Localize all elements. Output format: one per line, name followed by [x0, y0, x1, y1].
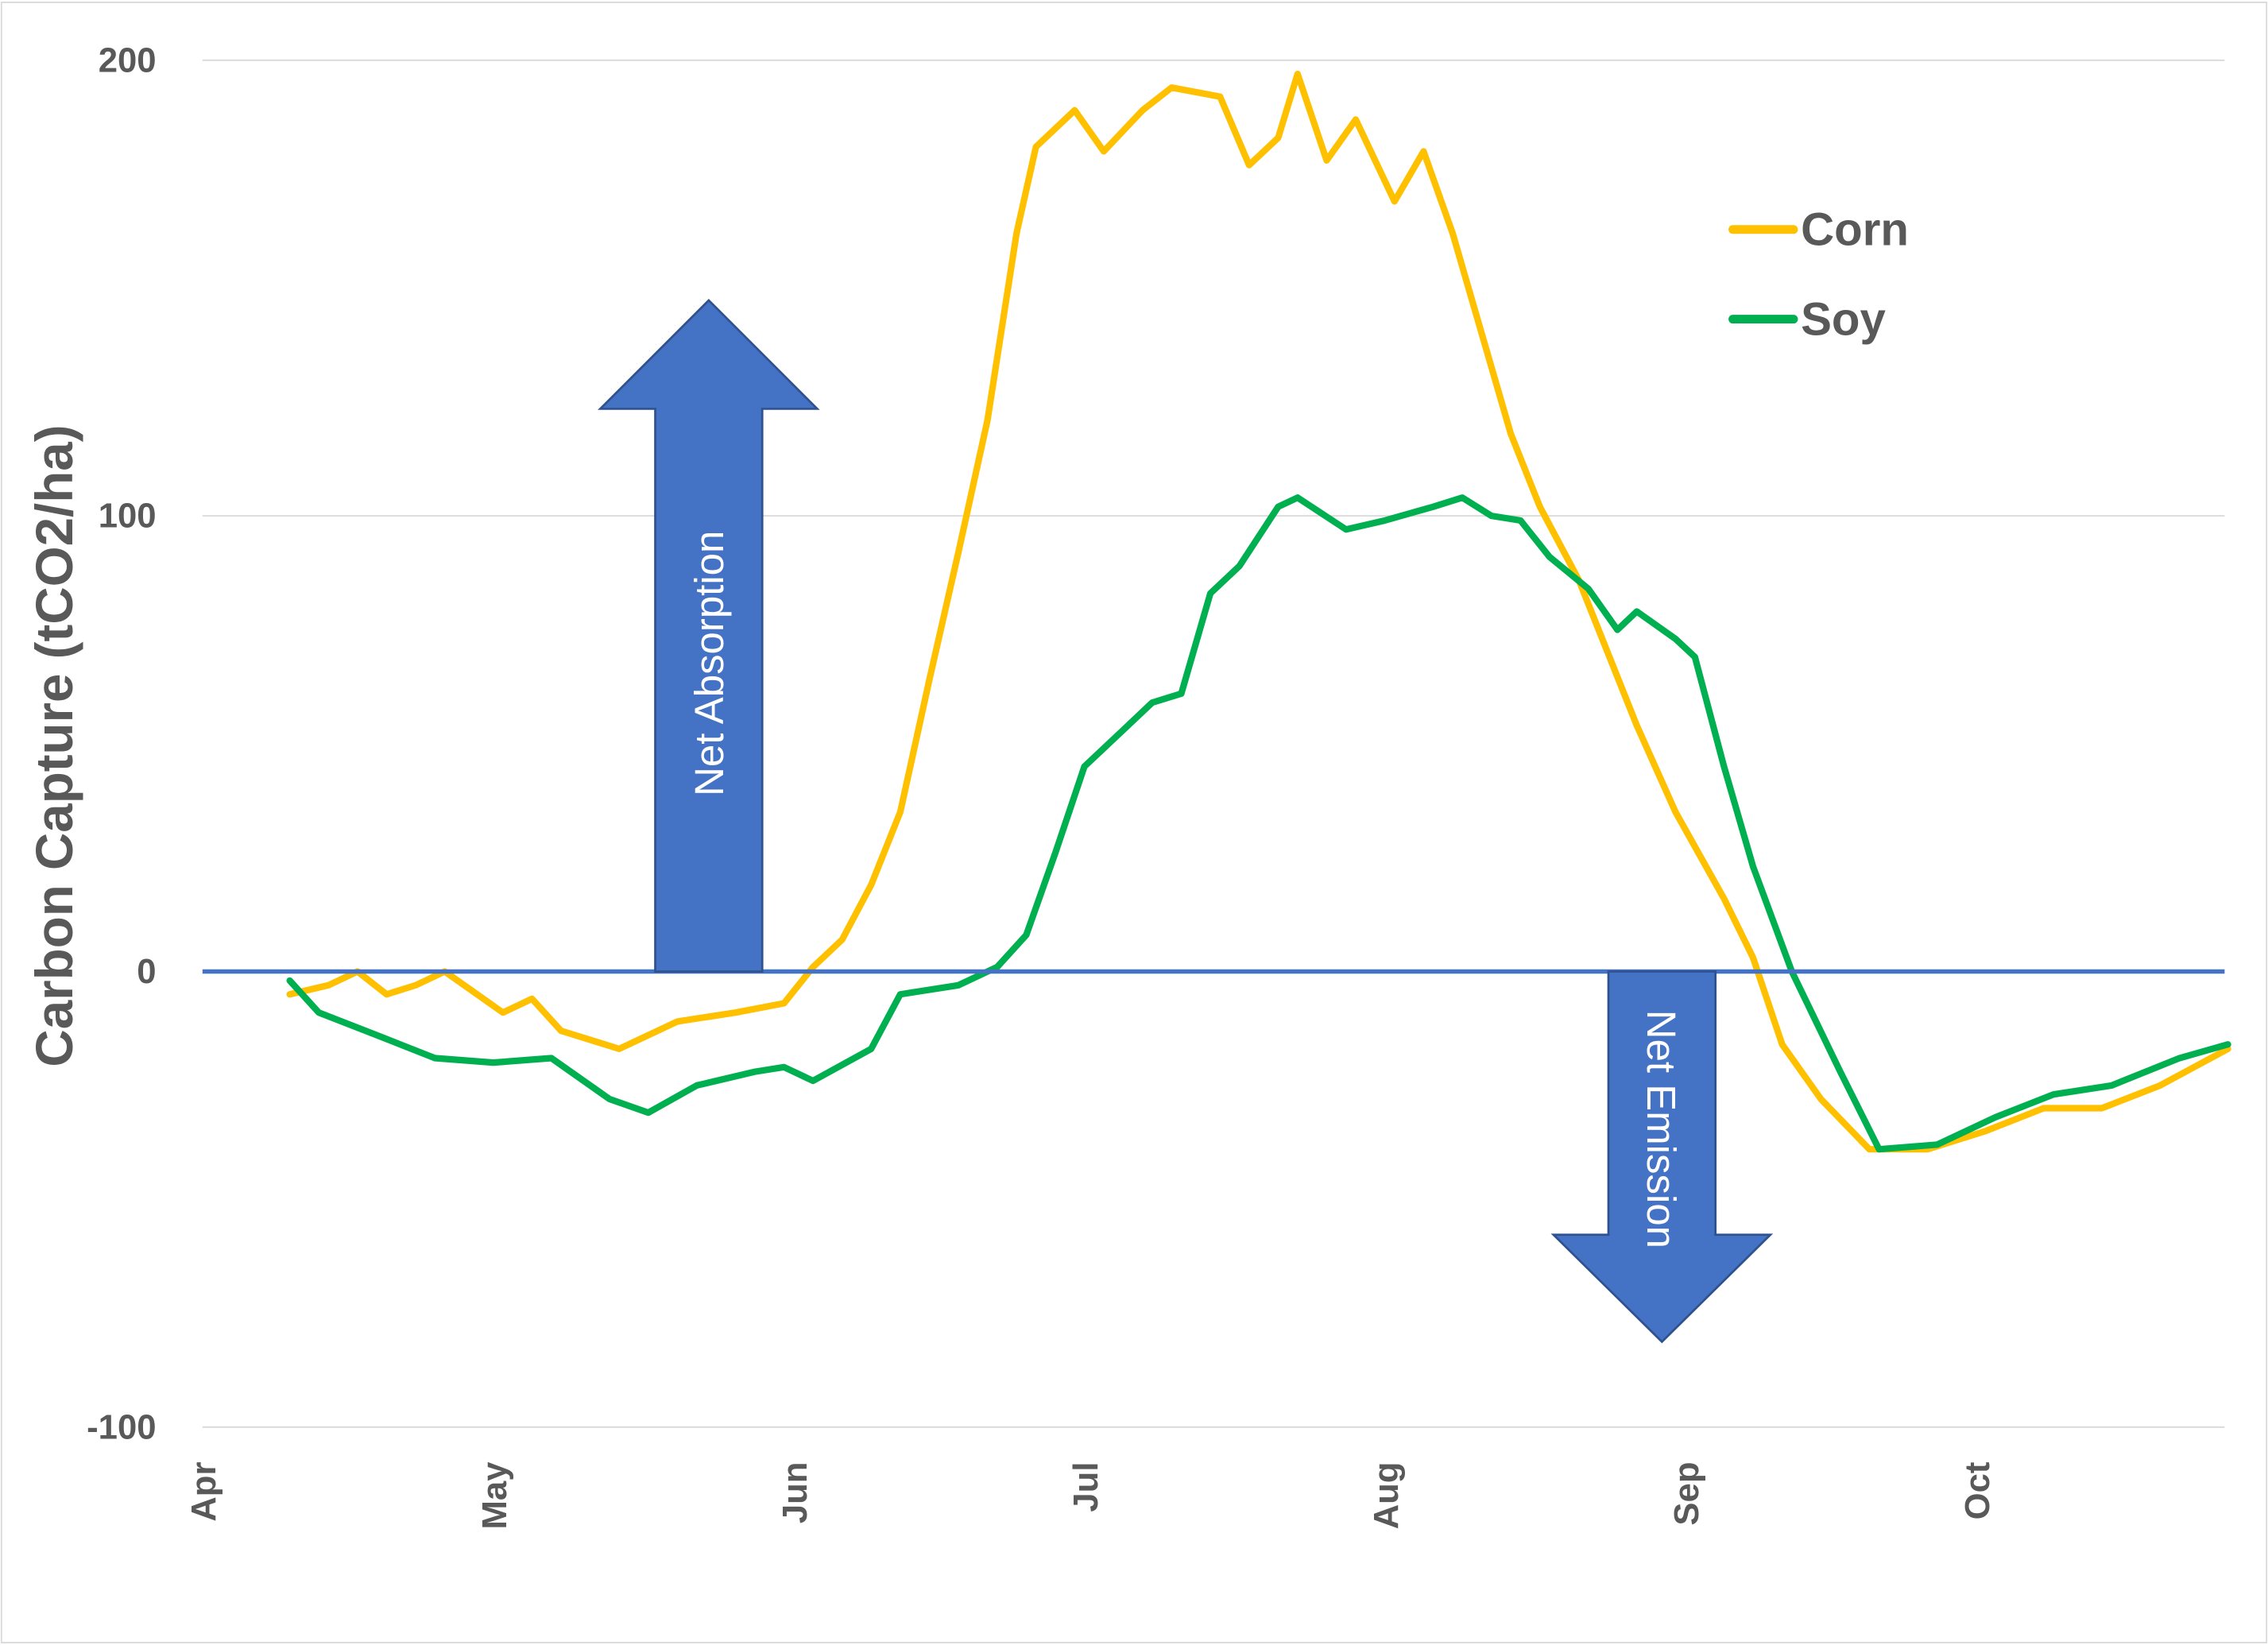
net-emission-label: Net Emission: [1639, 1010, 1684, 1248]
legend: Corn Soy: [1728, 204, 1909, 346]
series-line-corn: [286, 70, 2231, 1153]
legend-label-corn: Corn: [1801, 204, 1909, 256]
x-tick-label: Jun: [776, 1462, 815, 1524]
net-absorption-label: Net Absorption: [687, 531, 732, 796]
y-axis-label: Carbon Capture (tCO2/ha): [25, 424, 83, 1066]
y-tick-label: 200: [99, 41, 157, 79]
y-tick-label: 100: [99, 497, 157, 536]
net-emission-arrow: Net Emission: [1550, 970, 1774, 1344]
y-tick-label: 0: [137, 952, 156, 991]
x-tick-label: Oct: [1958, 1461, 1997, 1519]
x-tick-label: Sep: [1667, 1462, 1706, 1526]
x-tick-label: Jul: [1066, 1462, 1105, 1512]
legend-label-soy: Soy: [1801, 294, 1886, 346]
y-tick-label: -100: [87, 1407, 156, 1446]
x-tick-label: May: [475, 1461, 514, 1530]
net-absorption-arrow: Net Absorption: [598, 298, 820, 973]
x-tick-label: Apr: [184, 1462, 223, 1522]
x-tick-label: Aug: [1367, 1462, 1406, 1530]
